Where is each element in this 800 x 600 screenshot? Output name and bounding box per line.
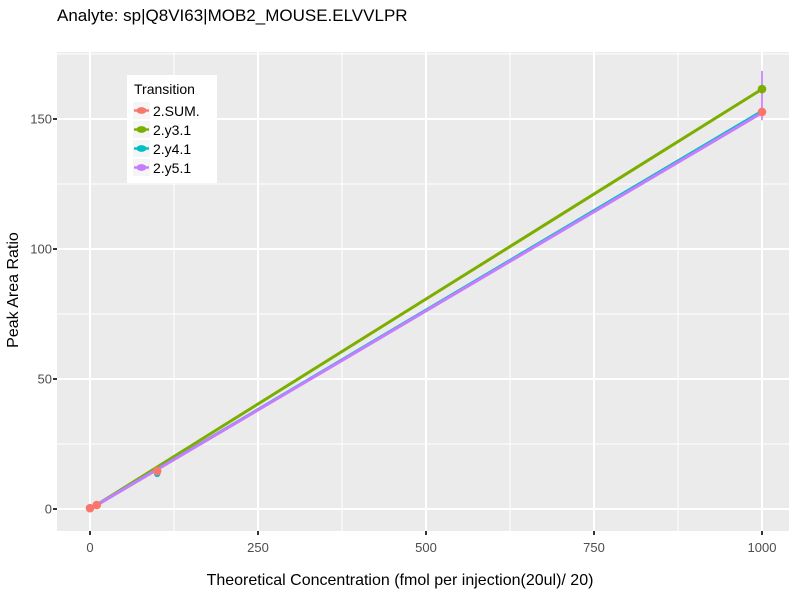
legend-item-label: 2.y5.1	[153, 159, 192, 176]
legend-item-2.SUM.: 2.SUM.	[133, 101, 211, 120]
x-tick-label: 250	[247, 540, 269, 555]
plot-area-svg	[57, 52, 789, 531]
x-tick-label: 500	[415, 540, 437, 555]
series-line-2.y5.1	[89, 111, 763, 511]
x-tick-label: 750	[583, 540, 605, 555]
plot-panel: Transition 2.SUM. 2.y3.1 2.y4.1 2.y5.1	[57, 52, 789, 531]
x-axis-title: Theoretical Concentration (fmol per inje…	[206, 572, 594, 589]
legend-item-label: 2.SUM.	[153, 102, 200, 119]
y-tick-mark	[53, 508, 57, 510]
y-tick-label: 0	[44, 501, 52, 517]
y-tick-label: 150	[30, 111, 52, 127]
legend-items: 2.SUM. 2.y3.1 2.y4.1 2.y5.1	[133, 101, 211, 177]
x-tick-mark	[761, 531, 763, 535]
legend-key-icon	[133, 159, 150, 176]
plot-title: Analyte: sp|Q8VI63|MOB2_MOUSE.ELVVLPR	[57, 6, 408, 25]
legend-key-icon	[133, 102, 150, 119]
legend-item-label: 2.y3.1	[153, 121, 192, 138]
legend-title: Transition	[134, 81, 195, 97]
y-tick-label: 50	[37, 371, 52, 387]
y-tick-mark	[53, 378, 57, 380]
series-line-2.y3.1	[89, 87, 763, 511]
data-point-2.y3.1	[757, 84, 767, 94]
x-tick-label: 1000	[747, 540, 777, 555]
data-point-2.SUM.	[152, 466, 162, 476]
x-tick-mark	[89, 531, 91, 535]
x-tick-label: 0	[86, 540, 94, 555]
data-point-2.SUM.	[85, 503, 95, 513]
x-tick-mark	[257, 531, 259, 535]
legend-item-2.y4.1: 2.y4.1	[133, 139, 211, 158]
legend-item-label: 2.y4.1	[153, 140, 192, 157]
y-tick-label: 100	[30, 241, 52, 257]
y-axis-title: Peak Area Ratio	[5, 232, 22, 348]
legend-item-2.y3.1: 2.y3.1	[133, 120, 211, 139]
legend-key-icon	[133, 121, 150, 138]
y-tick-mark	[53, 118, 57, 120]
x-tick-mark	[593, 531, 595, 535]
legend-item-2.y5.1: 2.y5.1	[133, 158, 211, 177]
data-point-2.SUM.	[92, 500, 102, 510]
data-point-2.SUM.	[757, 107, 767, 117]
y-tick-mark	[53, 248, 57, 250]
legend: Transition 2.SUM. 2.y3.1 2.y4.1 2.y5.1	[127, 75, 217, 183]
legend-key-icon	[133, 140, 150, 157]
x-tick-mark	[425, 531, 427, 535]
